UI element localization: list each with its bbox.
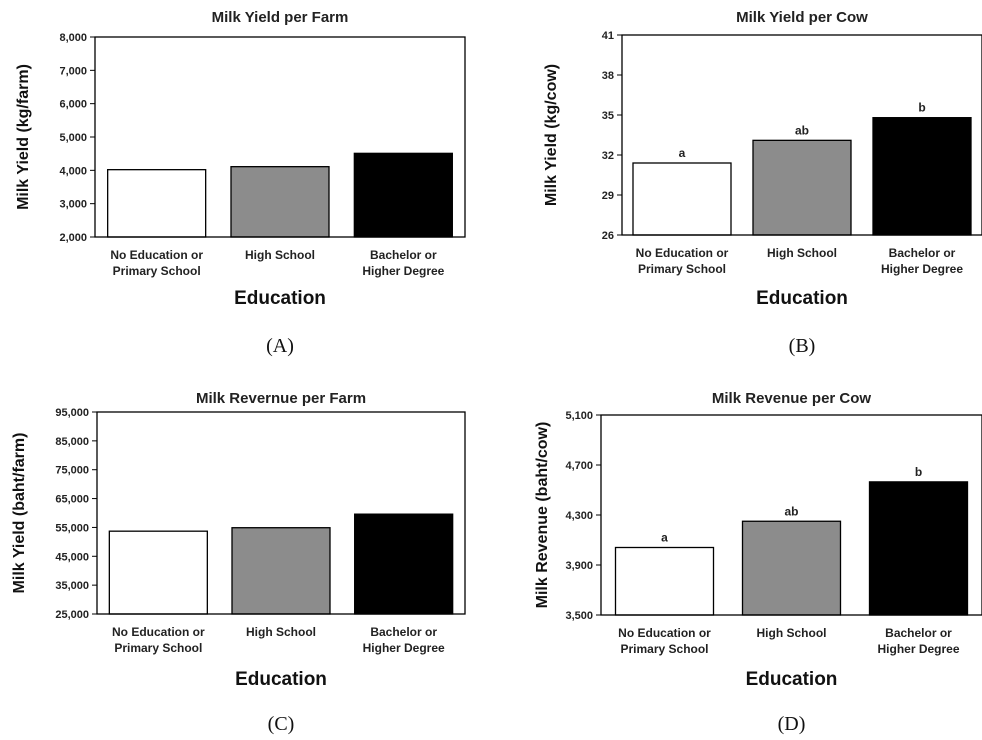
y-tick-label: 4,000 xyxy=(59,165,87,177)
y-tick-label: 4,700 xyxy=(565,460,593,472)
category-label-line: High School xyxy=(245,248,315,262)
category-label: No Education or Primary School xyxy=(618,626,711,656)
y-tick-label: 26 xyxy=(602,230,614,242)
bar xyxy=(355,514,453,614)
category-label-line: Bachelor or xyxy=(370,625,437,639)
bar xyxy=(870,482,968,615)
panel-d: Milk Revenue per Cow Milk Revenue (baht/c… xyxy=(534,390,982,735)
y-tick-label: 5,100 xyxy=(565,410,593,422)
y-tick-label: 5,000 xyxy=(59,132,87,144)
category-label-line: High School xyxy=(757,626,827,640)
bar xyxy=(231,167,329,237)
x-axis-label: Education xyxy=(234,288,326,309)
y-tick-label: 38 xyxy=(602,70,614,82)
y-tick-label: 65,000 xyxy=(55,494,89,506)
panel-label: (D) xyxy=(778,713,806,735)
y-tick-label: 6,000 xyxy=(59,99,87,111)
panel-b: Milk Yield per Cow Milk Yield (kg/cow) Edu… xyxy=(543,9,982,357)
category-label: Bachelor or Higher Degree xyxy=(877,626,959,656)
category-label-line: No Education or xyxy=(636,246,729,260)
category-label: Bachelor or Higher Degree xyxy=(881,246,963,276)
category-label-line: Higher Degree xyxy=(363,641,445,655)
chart-title: Milk Yield per Farm xyxy=(212,9,349,26)
bar xyxy=(354,153,452,237)
y-tick-label: 25,000 xyxy=(55,609,89,621)
category-label: Bachelor or Higher Degree xyxy=(362,248,444,278)
panel-label: (B) xyxy=(789,335,816,357)
chart-title: Milk Yield per Cow xyxy=(736,9,868,26)
data-label: b xyxy=(918,101,925,115)
category-label-line: Primary School xyxy=(113,264,201,278)
y-tick-label: 45,000 xyxy=(55,551,89,563)
x-axis-label: Education xyxy=(235,669,327,690)
category-label-line: High School xyxy=(767,246,837,260)
category-label-line: Primary School xyxy=(620,642,708,656)
panel-label: (C) xyxy=(268,713,295,735)
y-tick-label: 75,000 xyxy=(55,465,89,477)
category-label-line: No Education or xyxy=(110,248,203,262)
category-label-line: Bachelor or xyxy=(885,626,952,640)
data-label: ab xyxy=(784,504,798,518)
data-label: a xyxy=(679,146,686,160)
y-tick-label: 8,000 xyxy=(59,32,87,44)
bar xyxy=(232,528,330,614)
panel-label: (A) xyxy=(266,335,294,357)
chart-title: Milk Revernue per Farm xyxy=(196,390,366,407)
category-label-line: High School xyxy=(246,625,316,639)
bar xyxy=(743,521,841,615)
y-tick-label: 3,900 xyxy=(565,560,593,572)
category-label-line: Bachelor or xyxy=(889,246,956,260)
data-label: ab xyxy=(795,123,809,137)
category-label: No Education or Primary School xyxy=(110,248,203,278)
y-axis-label: Milk Yield (baht/farm) xyxy=(11,433,28,594)
y-tick-label: 41 xyxy=(602,30,614,42)
data-label: a xyxy=(661,531,668,545)
category-label-line: Primary School xyxy=(638,262,726,276)
y-tick-label: 2,000 xyxy=(59,232,87,244)
y-tick-label: 85,000 xyxy=(55,436,89,448)
category-label: High School xyxy=(767,246,837,260)
y-axis-label: Milk Yield (kg/cow) xyxy=(543,64,560,206)
category-label: No Education or Primary School xyxy=(636,246,729,276)
bar xyxy=(753,140,851,235)
panel-a: Milk Yield per Farm Milk Yield (kg/farm) E… xyxy=(15,9,465,357)
bar xyxy=(633,163,731,235)
category-label: No Education or Primary School xyxy=(112,625,205,655)
bar xyxy=(616,548,714,616)
category-label-line: Higher Degree xyxy=(362,264,444,278)
y-tick-label: 55,000 xyxy=(55,522,89,534)
y-tick-label: 35 xyxy=(602,110,614,122)
bar xyxy=(873,118,971,235)
category-label-line: Bachelor or xyxy=(370,248,437,262)
y-tick-label: 4,300 xyxy=(565,510,593,522)
category-label-line: Higher Degree xyxy=(877,642,959,656)
y-tick-label: 3,000 xyxy=(59,199,87,211)
y-tick-label: 29 xyxy=(602,190,614,202)
y-tick-label: 95,000 xyxy=(55,407,89,419)
y-axis-label: Milk Revenue (baht/cow) xyxy=(534,422,551,609)
bar xyxy=(108,170,206,237)
category-label: Bachelor or Higher Degree xyxy=(363,625,445,655)
y-axis-label: Milk Yield (kg/farm) xyxy=(15,64,32,210)
category-label-line: No Education or xyxy=(618,626,711,640)
bar xyxy=(109,531,207,614)
category-label-line: Primary School xyxy=(114,641,202,655)
y-tick-label: 3,500 xyxy=(565,610,593,622)
y-tick-label: 32 xyxy=(602,150,614,162)
chart-title: Milk Revenue per Cow xyxy=(712,390,872,407)
data-label: b xyxy=(915,465,922,479)
category-label: High School xyxy=(757,626,827,640)
category-label: High School xyxy=(245,248,315,262)
y-tick-label: 7,000 xyxy=(59,65,87,77)
panel-c: Milk Revernue per Farm Milk Yield (baht/f… xyxy=(11,390,465,735)
y-tick-label: 35,000 xyxy=(55,580,89,592)
category-label-line: No Education or xyxy=(112,625,205,639)
category-label-line: Higher Degree xyxy=(881,262,963,276)
category-label: High School xyxy=(246,625,316,639)
x-axis-label: Education xyxy=(756,288,848,309)
x-axis-label: Education xyxy=(746,669,838,690)
